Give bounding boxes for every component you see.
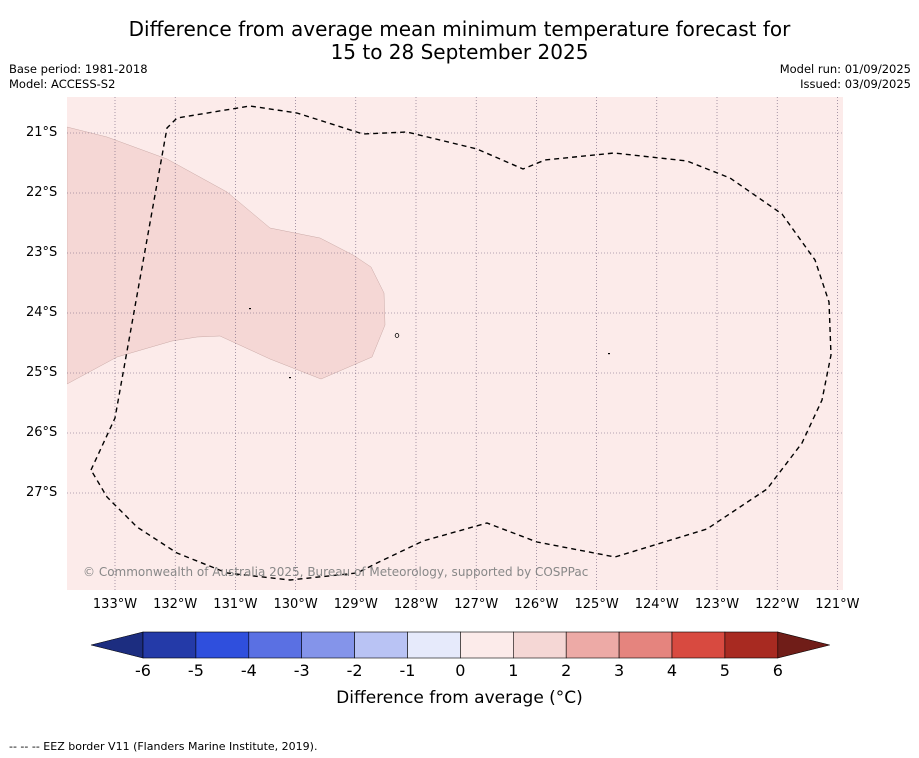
latitude-label: 27°S <box>26 486 57 500</box>
colorbar-segment <box>143 632 196 658</box>
colorbar-segment <box>302 632 355 658</box>
issued-date: Issued: 03/09/2025 <box>780 77 911 92</box>
colorbar-tick-label: 4 <box>667 661 677 680</box>
longitude-label: 121°W <box>815 598 859 612</box>
longitude-label: 122°W <box>755 598 799 612</box>
colorbar-segment <box>460 632 513 658</box>
longitude-label: 128°W <box>394 598 438 612</box>
colorbar-tick-label: 3 <box>614 661 624 680</box>
colorbar-tick-label: -4 <box>241 661 257 680</box>
colorbar-label: Difference from average (°C) <box>0 688 919 708</box>
latitude-label: 23°S <box>26 246 57 260</box>
colorbar-tick-label: -6 <box>135 661 151 680</box>
colorbar-tick-label: -5 <box>188 661 204 680</box>
colorbar-segment <box>249 632 302 658</box>
island-marker <box>289 377 291 378</box>
colorbar-tick-label: 0 <box>455 661 465 680</box>
latitude-label: 24°S <box>26 306 57 320</box>
meta-left: Base period: 1981-2018 Model: ACCESS-S2 <box>9 62 148 92</box>
island-marker <box>249 308 251 309</box>
longitude-label: 130°W <box>274 598 318 612</box>
eez-footnote: -- -- -- EEZ border V11 (Flanders Marine… <box>9 740 317 753</box>
colorbar-segment <box>619 632 672 658</box>
colorbar-segment <box>672 632 725 658</box>
map-title: Difference from average mean minimum tem… <box>0 18 919 64</box>
longitude-label: 123°W <box>695 598 739 612</box>
longitude-label: 131°W <box>213 598 257 612</box>
title-line-1: Difference from average mean minimum tem… <box>0 18 919 41</box>
colorbar-tick-label: -3 <box>294 661 310 680</box>
colorbar-tick-label: 1 <box>508 661 518 680</box>
latitude-label: 26°S <box>26 426 57 440</box>
island-marker <box>608 353 610 354</box>
colorbar-tick-label: -1 <box>400 661 416 680</box>
longitude-label: 127°W <box>454 598 498 612</box>
colorbar-tick-label: 6 <box>773 661 783 680</box>
latitude-label: 21°S <box>26 126 57 140</box>
colorbar-extend-low <box>91 632 143 658</box>
longitude-label: 126°W <box>514 598 558 612</box>
longitude-label: 133°W <box>93 598 137 612</box>
colorbar-segment <box>513 632 566 658</box>
longitude-label: 132°W <box>153 598 197 612</box>
model-run: Model run: 01/09/2025 <box>780 62 911 77</box>
colorbar-segment <box>725 632 778 658</box>
colorbar-tick-label: -2 <box>347 661 363 680</box>
title-line-2: 15 to 28 September 2025 <box>0 41 919 64</box>
colorbar <box>90 630 830 660</box>
longitude-label: 124°W <box>635 598 679 612</box>
latitude-label: 22°S <box>26 186 57 200</box>
colorbar-segment <box>566 632 619 658</box>
colorbar-segment <box>355 632 408 658</box>
longitude-label: 129°W <box>334 598 378 612</box>
colorbar-tick-label: 5 <box>720 661 730 680</box>
meta-right: Model run: 01/09/2025 Issued: 03/09/2025 <box>780 62 911 92</box>
model-name: Model: ACCESS-S2 <box>9 77 148 92</box>
latitude-label: 25°S <box>26 366 57 380</box>
copyright-notice: © Commonwealth of Australia 2025, Bureau… <box>83 565 588 579</box>
colorbar-tick-label: 2 <box>561 661 571 680</box>
colorbar-segment <box>408 632 461 658</box>
colorbar-extend-high <box>778 632 830 658</box>
longitude-label: 125°W <box>575 598 619 612</box>
colorbar-segment <box>196 632 249 658</box>
forecast-map <box>67 97 843 590</box>
base-period: Base period: 1981-2018 <box>9 62 148 77</box>
